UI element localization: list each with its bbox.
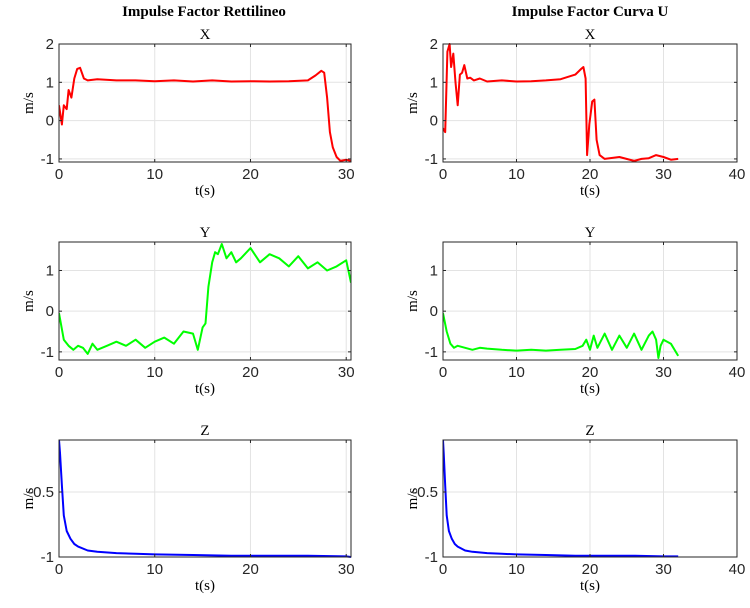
x-tick-label: 0 (55, 561, 63, 578)
x-tick-label: 20 (582, 364, 599, 381)
y-tick-label: 0 (430, 113, 438, 130)
x-tick-label: 20 (242, 561, 259, 578)
y-axis-label: m/s (21, 488, 37, 510)
y-axis-label: m/s (21, 290, 37, 312)
x-tick-label: 10 (508, 166, 525, 183)
x-tick-label: 10 (146, 561, 163, 578)
panel-title: Y (200, 225, 211, 241)
y-axis-label: m/s (21, 92, 37, 114)
x-tick-label: 0 (55, 364, 63, 381)
x-axis-label: t(s) (195, 183, 215, 199)
x-tick-label: 10 (146, 364, 163, 381)
y-axis-label: m/s (405, 488, 421, 510)
x-tick-label: 20 (582, 166, 599, 183)
panel-title: X (200, 27, 211, 43)
y-axis-label: m/s (405, 290, 421, 312)
panel-title: X (585, 27, 596, 43)
y-axis-label: m/s (405, 92, 421, 114)
panel-title: Z (585, 423, 594, 439)
x-tick-label: 30 (338, 561, 355, 578)
axes-frame (58, 43, 352, 163)
axes-frame (58, 241, 352, 361)
y-tick-label: -0.5 (28, 484, 54, 501)
series-line (59, 439, 351, 558)
panel-z-rettilineo: 0 10 20 30 -1 -0.5 Zt(s) m/s (21, 423, 355, 594)
x-tick-label: 20 (242, 364, 259, 381)
y-tick-label: -1 (425, 151, 438, 168)
column-title-curva-u: Impulse Factor Curva U (512, 4, 669, 20)
panel-z-curva-u: 0 10 20 30 40 -1 -0.5 Zt(s) m/s (405, 423, 745, 594)
y-tick-label: -0.5 (412, 484, 438, 501)
series-line (443, 439, 679, 558)
x-tick-label: 10 (146, 166, 163, 183)
y-tick-label: -1 (41, 549, 54, 566)
x-tick-label: 30 (655, 166, 672, 183)
x-axis-label: t(s) (580, 183, 600, 199)
panel-title: Y (585, 225, 596, 241)
column-title-rettilineo: Impulse Factor Rettilineo (122, 4, 286, 20)
series-line (59, 243, 351, 355)
x-tick-label: 0 (439, 561, 447, 578)
x-tick-label: 30 (338, 166, 355, 183)
axes-frame (58, 439, 352, 558)
y-tick-label: -1 (425, 549, 438, 566)
panel-title: Z (200, 423, 209, 439)
y-tick-label: 1 (430, 74, 438, 91)
y-tick-label: -1 (41, 344, 54, 361)
x-tick-label: 0 (439, 166, 447, 183)
y-tick-label: 0 (430, 303, 438, 320)
series-line (443, 43, 679, 162)
x-axis-label: t(s) (580, 578, 600, 594)
x-tick-label: 10 (508, 364, 525, 381)
x-tick-label: 20 (582, 561, 599, 578)
y-tick-label: 0 (46, 303, 54, 320)
y-tick-label: -1 (41, 151, 54, 168)
x-axis-label: t(s) (195, 578, 215, 594)
x-tick-label: 0 (439, 364, 447, 381)
y-tick-label: 2 (46, 36, 54, 53)
y-tick-label: -1 (425, 344, 438, 361)
series-line (443, 313, 680, 359)
y-tick-label: 0 (46, 113, 54, 130)
x-tick-label: 40 (729, 364, 746, 381)
y-tick-label: 1 (46, 262, 54, 279)
x-tick-label: 0 (55, 166, 63, 183)
x-tick-label: 40 (729, 561, 746, 578)
x-tick-label: 30 (338, 364, 355, 381)
x-tick-label: 20 (242, 166, 259, 183)
x-axis-label: t(s) (580, 381, 600, 397)
y-tick-label: 2 (430, 36, 438, 53)
x-tick-label: 40 (729, 166, 746, 183)
y-tick-label: 1 (46, 74, 54, 91)
y-tick-label: 1 (430, 262, 438, 279)
series-line (59, 66, 351, 162)
x-tick-label: 30 (655, 561, 672, 578)
x-axis-label: t(s) (195, 381, 215, 397)
x-tick-label: 10 (508, 561, 525, 578)
x-tick-label: 30 (655, 364, 672, 381)
